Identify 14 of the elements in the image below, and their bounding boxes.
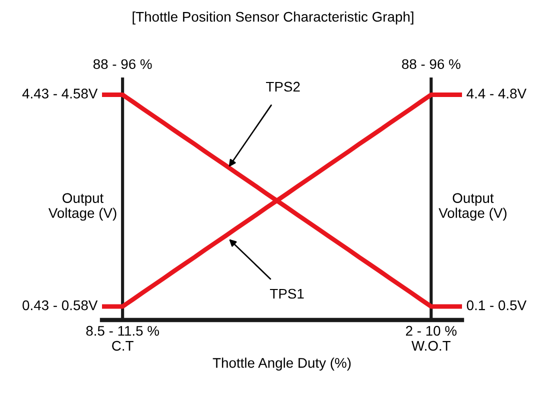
- text: 88 - 96 %: [402, 59, 460, 70]
- text: 0.43 - 0.58V: [22, 300, 98, 310]
- text: 4.4 - 4.8V: [466, 88, 526, 98]
- chart-title: [Thottle Position Sensor Characteristic Graph]: [132, 12, 414, 24]
- x-tick-label: 8.5 - 11.5 % C.T: [86, 326, 160, 351]
- text: 88 - 96 %: [93, 59, 152, 70]
- y-axis-title: Output Voltage (V): [48, 193, 116, 221]
- y2-axis-title: Output Voltage (V): [438, 193, 506, 221]
- text: 0.1 - 0.5V: [466, 300, 526, 310]
- x-axis-title: Thottle Angle Duty (%): [212, 358, 351, 371]
- text: 4.43 - 4.58V: [22, 88, 98, 98]
- x-tick-label: 2 - 10 % W.O.T: [406, 326, 457, 351]
- text: TPS2: [266, 82, 300, 92]
- annotation: TPS1: [270, 288, 304, 299]
